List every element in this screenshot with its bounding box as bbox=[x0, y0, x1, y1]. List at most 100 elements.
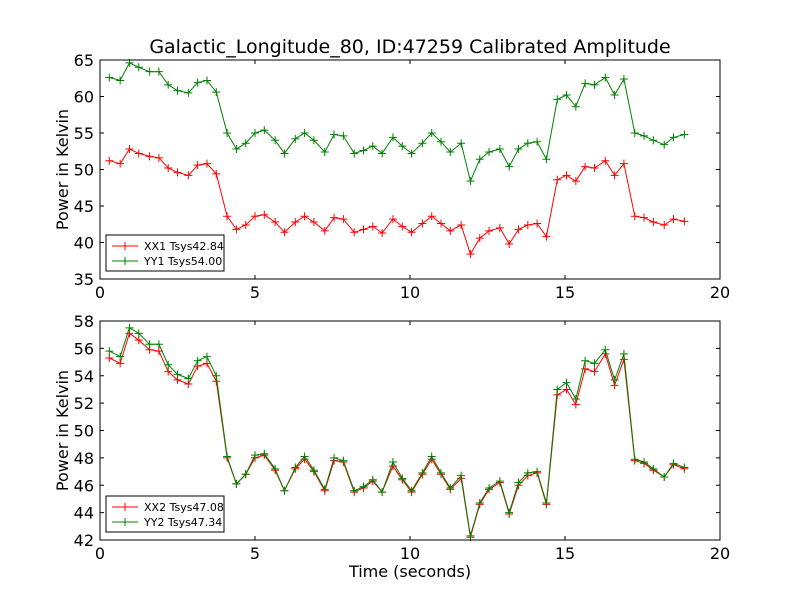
data-point bbox=[154, 340, 163, 349]
data-point bbox=[359, 482, 368, 491]
y-tick-label: 46 bbox=[74, 476, 94, 495]
chart-title: Galactic_Longitude_80, ID:47259 Calibrat… bbox=[149, 36, 670, 58]
data-point bbox=[241, 220, 250, 229]
data-point bbox=[116, 359, 125, 368]
data-point bbox=[271, 464, 280, 473]
legend-label: XX2 Tsys47.08 bbox=[144, 501, 224, 514]
data-point bbox=[350, 486, 359, 495]
data-point bbox=[553, 385, 562, 394]
data-point bbox=[457, 139, 466, 148]
data-point bbox=[145, 152, 154, 161]
data-point bbox=[590, 367, 599, 376]
data-point bbox=[368, 142, 377, 151]
data-point bbox=[105, 156, 114, 165]
data-point bbox=[193, 356, 202, 365]
data-point bbox=[251, 212, 259, 221]
data-point bbox=[619, 349, 628, 358]
data-point bbox=[184, 88, 193, 97]
legend-marker bbox=[121, 518, 129, 526]
data-point bbox=[475, 155, 484, 164]
data-point bbox=[581, 364, 590, 373]
x-tick-label: 15 bbox=[555, 544, 575, 563]
data-point bbox=[309, 218, 318, 227]
data-point bbox=[398, 222, 407, 231]
data-point bbox=[581, 162, 590, 171]
data-point bbox=[562, 378, 571, 387]
data-point bbox=[533, 137, 542, 146]
data-point bbox=[350, 149, 359, 158]
data-point bbox=[212, 169, 221, 178]
legend-label: YY2 Tsys47.34 bbox=[143, 516, 222, 529]
data-point bbox=[125, 145, 134, 154]
y-tick-label: 35 bbox=[74, 270, 94, 289]
x-tick-label: 10 bbox=[400, 283, 420, 302]
data-point bbox=[514, 225, 523, 234]
data-point bbox=[116, 159, 125, 168]
data-point bbox=[495, 145, 504, 154]
data-point bbox=[581, 356, 590, 365]
data-point bbox=[610, 375, 619, 384]
data-point bbox=[232, 145, 241, 154]
data-point bbox=[457, 220, 466, 229]
data-point bbox=[680, 217, 689, 226]
x-axis-label: Time (seconds) bbox=[348, 562, 471, 581]
bottom-panel: 0 5 10 15 20 42 44 46 48 50 52 54 56 58 Power in Kelvi… bbox=[53, 312, 730, 563]
legend-label: YY1 Tsys54.00 bbox=[143, 255, 222, 268]
y-tick-label: 42 bbox=[74, 531, 94, 550]
y-tick-label: 50 bbox=[74, 161, 94, 180]
y-tick-label: 60 bbox=[74, 88, 94, 107]
data-point bbox=[680, 130, 689, 139]
data-point bbox=[514, 145, 523, 154]
y-axis-label: Power in Kelvin bbox=[53, 109, 72, 230]
data-point bbox=[630, 212, 639, 221]
data-point bbox=[260, 449, 269, 458]
data-point bbox=[542, 155, 551, 164]
data-point bbox=[457, 471, 466, 480]
data-point bbox=[339, 131, 348, 140]
data-point bbox=[309, 466, 318, 475]
data-point bbox=[105, 73, 114, 82]
y-tick-label: 56 bbox=[74, 339, 94, 358]
x-tick-label: 0 bbox=[95, 283, 105, 302]
data-point bbox=[223, 212, 232, 221]
data-point bbox=[173, 370, 182, 379]
data-point bbox=[553, 175, 562, 184]
data-point bbox=[359, 225, 368, 234]
y-axis-label: Power in Kelvin bbox=[53, 370, 72, 491]
data-point bbox=[660, 473, 669, 482]
data-point bbox=[571, 395, 580, 404]
data-point bbox=[495, 477, 504, 486]
data-point bbox=[202, 352, 211, 361]
legend-box bbox=[105, 234, 225, 272]
data-point bbox=[542, 232, 551, 241]
data-point bbox=[418, 468, 427, 477]
data-point bbox=[669, 133, 678, 142]
data-point bbox=[427, 212, 436, 221]
data-point bbox=[291, 463, 300, 472]
y-tick-label: 55 bbox=[74, 124, 94, 143]
data-point bbox=[388, 215, 397, 224]
data-point bbox=[466, 177, 475, 186]
data-point bbox=[446, 147, 455, 156]
data-point bbox=[590, 164, 599, 173]
data-point bbox=[184, 374, 193, 383]
data-point bbox=[466, 531, 475, 540]
data-point bbox=[660, 140, 669, 149]
data-point bbox=[212, 88, 221, 97]
data-point bbox=[640, 457, 649, 466]
data-point bbox=[669, 215, 678, 224]
data-point bbox=[134, 63, 143, 72]
data-point bbox=[339, 215, 348, 224]
data-point bbox=[241, 139, 250, 148]
data-point bbox=[562, 171, 571, 180]
data-point bbox=[619, 159, 628, 168]
y-tick-label: 52 bbox=[74, 394, 94, 413]
data-point bbox=[562, 385, 571, 394]
data-point bbox=[116, 76, 125, 85]
data-point bbox=[330, 453, 339, 462]
data-point bbox=[505, 508, 514, 517]
data-point bbox=[184, 171, 193, 180]
y-tick-label: 65 bbox=[74, 51, 94, 70]
data-point bbox=[368, 475, 377, 484]
